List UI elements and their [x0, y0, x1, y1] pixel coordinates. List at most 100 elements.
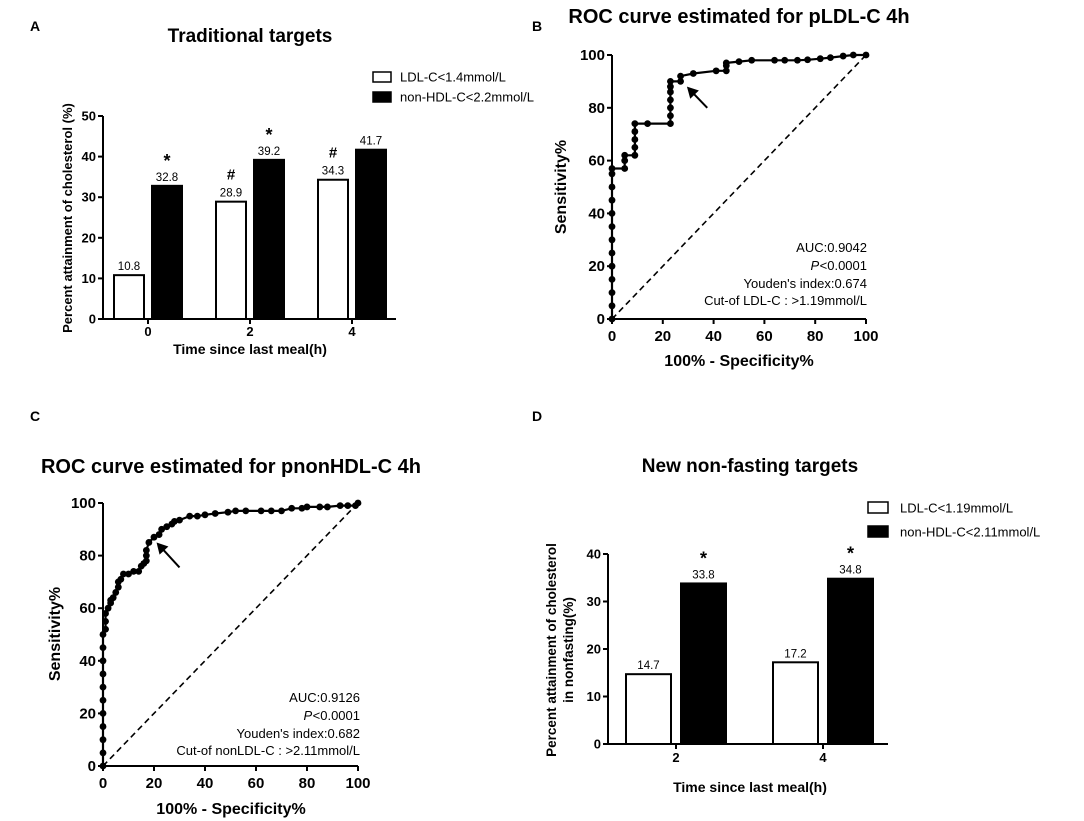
roc-data-point [135, 567, 143, 575]
p-value: <0.0001 [820, 258, 867, 273]
y-tick-label: 30 [587, 594, 601, 609]
y-axis-label: Sensitivity% [553, 140, 570, 234]
y-tick-label: 20 [79, 705, 96, 722]
bar-value-label: 28.9 [220, 188, 242, 200]
y-tick-label: 60 [79, 600, 96, 617]
roc-data-point [142, 557, 150, 565]
chart-title: Traditional targets [168, 26, 333, 47]
roc-data-point [99, 657, 107, 665]
roc-data-point [102, 610, 109, 617]
roc-data-point [99, 710, 107, 717]
roc-data-point [748, 56, 756, 64]
roc-data-point [689, 70, 697, 77]
roc-data-point [257, 507, 265, 515]
roc-data-point [267, 507, 275, 515]
roc-data-point [677, 72, 684, 80]
roc-data-point [99, 696, 107, 704]
bar [113, 274, 145, 321]
roc-data-point [839, 52, 847, 60]
arrow-head-icon [156, 542, 169, 555]
y-axis-label: Percent attainment of cholesterol [544, 543, 559, 757]
bar [215, 200, 247, 320]
legend-label: LDL-C<1.4mmol/L [400, 70, 506, 85]
cutoff-label: Cut-of nonLDL-C : >2.11mmol/L [176, 743, 360, 758]
y-tick-label: 100 [580, 47, 605, 64]
p-value: <0.0001 [313, 708, 360, 723]
chart-title: New non-fasting targets [642, 456, 858, 477]
roc-data-point [324, 503, 331, 511]
legend-swatch [372, 71, 392, 83]
bar-value-label: 32.8 [156, 172, 178, 184]
significance-asterisk: * [163, 151, 170, 171]
y-tick-label: 0 [88, 758, 96, 775]
x-tick-label: 2 [246, 324, 253, 339]
arrow-shaft [162, 549, 181, 569]
legend-swatch [867, 525, 889, 538]
roc-data-point [99, 749, 107, 757]
youden-index-label: Youden's index:0.682 [237, 726, 360, 741]
roc-data-point [667, 83, 674, 91]
roc-data-point [130, 567, 138, 575]
chart-title: ROC curve estimated for pLDL-C 4h [568, 6, 909, 28]
youden-index-label: Youden's index:0.674 [744, 276, 867, 291]
x-tick-label: 2 [672, 750, 679, 765]
roc-data-point [99, 683, 107, 691]
panel-letter: C [30, 408, 40, 424]
roc-data-point [631, 136, 639, 143]
roc-data-point [232, 507, 240, 515]
roc-data-point [862, 51, 870, 59]
roc-data-point [125, 570, 132, 578]
roc-data-point [667, 104, 674, 112]
y-axis-label: Percent attainment of cholesterol (%) [60, 103, 75, 333]
bar [151, 184, 183, 320]
p-symbol: P [810, 258, 819, 273]
bar-value-label: 39.2 [258, 146, 280, 158]
roc-data-point [193, 512, 201, 520]
roc-data-point [303, 503, 311, 511]
roc-data-point [608, 183, 616, 191]
roc-data-point [631, 128, 639, 135]
roc-data-point [288, 504, 296, 512]
arrow-shaft [692, 92, 708, 109]
panel-letter: B [532, 18, 542, 34]
roc-data-point [298, 504, 306, 512]
x-axis-label: 100% - Specificity% [664, 353, 813, 370]
roc-data-point [201, 511, 209, 519]
roc-data-point [608, 315, 616, 323]
roc-data-point [104, 604, 112, 612]
y-tick-label: 0 [597, 311, 605, 328]
x-tick-label: 100 [853, 328, 878, 345]
roc-data-point [278, 507, 285, 515]
roc-data-point [631, 120, 639, 128]
roc-data-point [171, 518, 178, 525]
roc-data-point [608, 289, 616, 296]
roc-data-point [621, 165, 629, 172]
bar-value-label: 10.8 [118, 261, 140, 273]
roc-data-point [608, 223, 616, 231]
roc-data-point [99, 644, 107, 652]
bar [772, 661, 819, 745]
roc-data-point [99, 723, 107, 730]
roc-data-point [224, 508, 232, 516]
roc-data-point [211, 510, 219, 517]
roc-data-point [827, 54, 834, 62]
roc-data-point [145, 539, 153, 546]
x-tick-label: 60 [248, 775, 265, 792]
x-tick-label: 40 [197, 775, 214, 792]
x-tick-label: 40 [705, 328, 722, 345]
roc-data-point [608, 210, 616, 217]
roc-data-point [608, 165, 616, 172]
roc-data-point [722, 67, 730, 75]
roc-data-point [667, 96, 674, 104]
roc-data-point [712, 67, 720, 75]
bar [625, 673, 672, 745]
panel-d: D New non-fasting targets 0 10 20 30 40 Percent… [532, 408, 1040, 795]
roc-data-point [849, 51, 857, 59]
x-tick-label: 80 [299, 775, 316, 792]
roc-data-point [242, 507, 250, 515]
x-axis-label: Time since last meal(h) [673, 779, 827, 795]
panel-letter: D [532, 408, 542, 424]
roc-data-point [804, 56, 811, 64]
significance-asterisk: * [265, 125, 272, 145]
